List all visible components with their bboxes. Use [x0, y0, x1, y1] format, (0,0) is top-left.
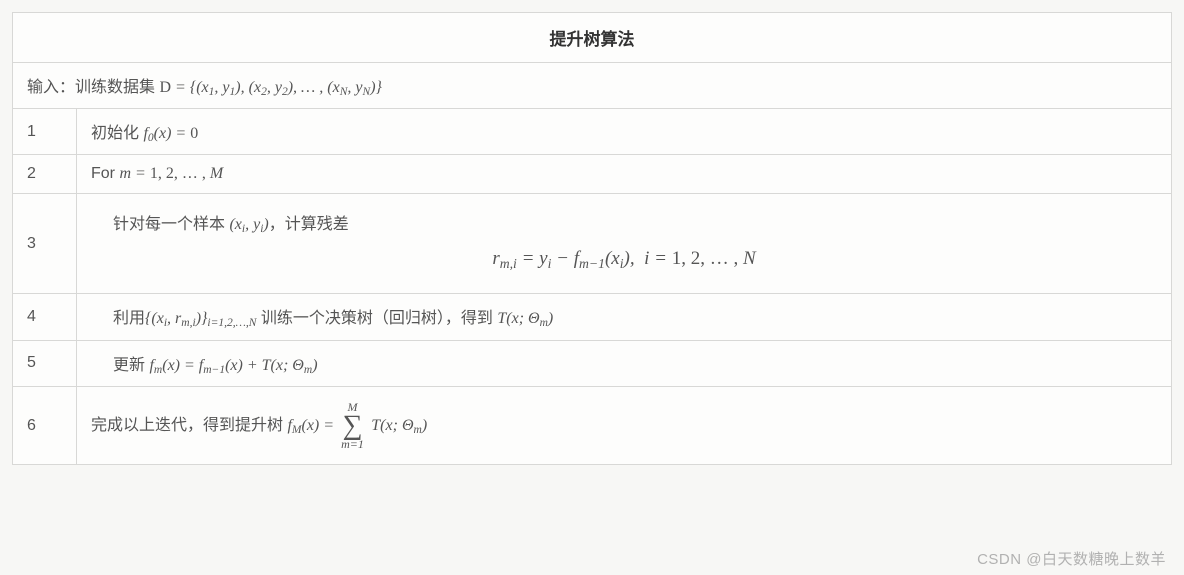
step6-rhs: T(x; Θm)	[371, 417, 427, 434]
input-label: 输入：训练数据集	[27, 79, 159, 96]
step2-pre: For	[91, 165, 119, 182]
input-math: D = {(x1, y1), (x2, y2), … , (xN, yN)}	[159, 79, 381, 96]
step4-set: {(xi, rm,i)}i=1,2,…,N	[145, 310, 256, 327]
step4-mid: 训练一个决策树（回归树），得到	[256, 310, 497, 327]
table-row: 4 利用{(xi, rm,i)}i=1,2,…,N 训练一个决策树（回归树），得…	[13, 294, 1172, 340]
step1-math: f0(x) = 0	[143, 125, 198, 142]
step3-sample: (xi, yi)	[229, 216, 268, 233]
table-row: 6 完成以上迭代，得到提升树 fM(x) = M ∑ m=1 T(x; Θm)	[13, 386, 1172, 464]
watermark: CSDN @白天数糖晚上数羊	[977, 548, 1166, 569]
table-row: 2 For m = 1, 2, … , M	[13, 155, 1172, 194]
step6-pre: 完成以上迭代，得到提升树	[91, 417, 287, 434]
step5-math: fm(x) = fm−1(x) + T(x; Θm)	[149, 357, 317, 374]
table-title: 提升树算法	[13, 13, 1172, 63]
step-content: 更新 fm(x) = fm−1(x) + T(x; Θm)	[77, 340, 1172, 386]
step-content: 利用{(xi, rm,i)}i=1,2,…,N 训练一个决策树（回归树），得到 …	[77, 294, 1172, 340]
step3-pre: 针对每一个样本	[113, 216, 229, 233]
step-number: 1	[13, 109, 77, 155]
sum-lower: m=1	[341, 438, 364, 450]
step3-equation: rm,i = yi − fm−1(xi), i = 1, 2, … , N	[91, 248, 1157, 272]
step4-pre: 利用	[113, 310, 145, 327]
step-number: 5	[13, 340, 77, 386]
table-row: 1 初始化 f0(x) = 0	[13, 109, 1172, 155]
step-number: 6	[13, 386, 77, 464]
step1-pre: 初始化	[91, 125, 143, 142]
step-number: 2	[13, 155, 77, 194]
input-row: 输入：训练数据集 D = {(x1, y1), (x2, y2), … , (x…	[13, 63, 1172, 109]
step5-pre: 更新	[113, 357, 149, 374]
summation: M ∑ m=1	[341, 401, 364, 450]
step3-post: ，计算残差	[269, 216, 349, 233]
step4-tree: T(x; Θm)	[497, 310, 553, 327]
table-row: 5 更新 fm(x) = fm−1(x) + T(x; Θm)	[13, 340, 1172, 386]
algorithm-table: 提升树算法 输入：训练数据集 D = {(x1, y1), (x2, y2), …	[12, 12, 1172, 465]
step-number: 3	[13, 194, 77, 294]
step-content: 针对每一个样本 (xi, yi)，计算残差 rm,i = yi − fm−1(x…	[77, 194, 1172, 294]
step-content: For m = 1, 2, … , M	[77, 155, 1172, 194]
step-content: 完成以上迭代，得到提升树 fM(x) = M ∑ m=1 T(x; Θm)	[77, 386, 1172, 464]
step2-math: m = 1, 2, … , M	[119, 165, 223, 182]
table-row: 3 针对每一个样本 (xi, yi)，计算残差 rm,i = yi − fm−1…	[13, 194, 1172, 294]
step-content: 初始化 f0(x) = 0	[77, 109, 1172, 155]
step-number: 4	[13, 294, 77, 340]
step6-lhs: fM(x) =	[287, 417, 338, 434]
